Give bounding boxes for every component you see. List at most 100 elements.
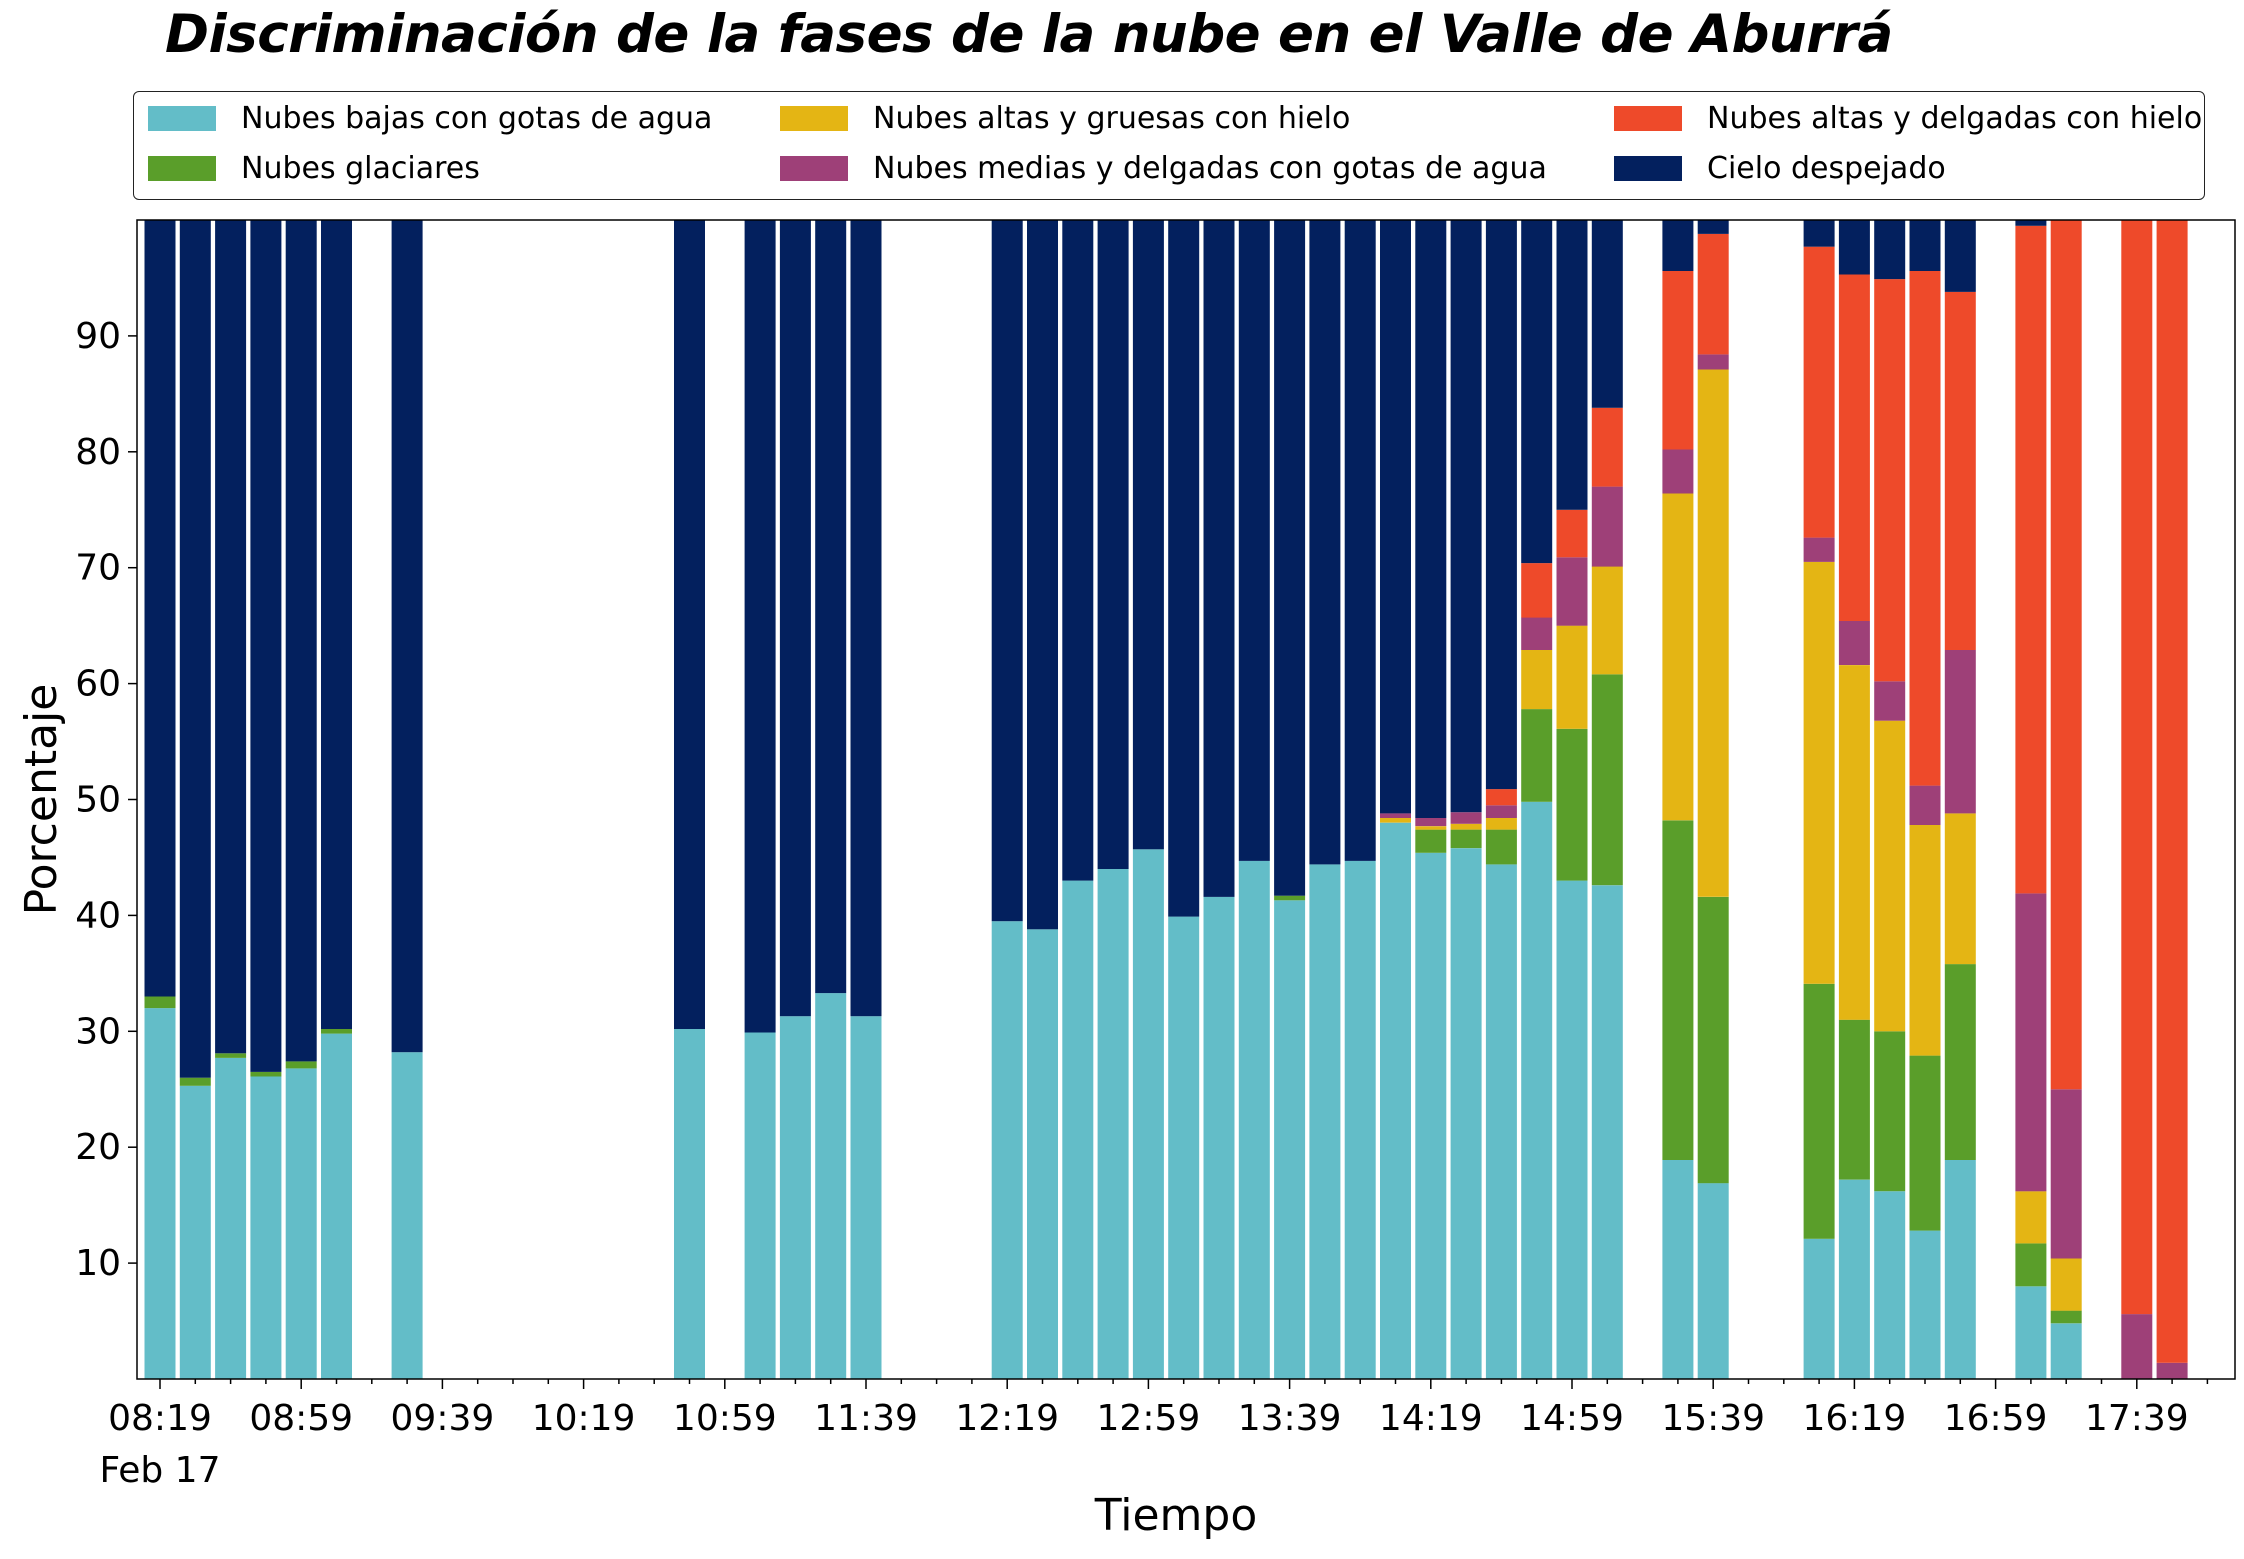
- bar-despejado-10:49: [674, 220, 705, 1029]
- bar-altasg-16:49: [1944, 813, 1976, 965]
- bar-bajas-08:19: [144, 1008, 176, 1379]
- bar-glaciares-17:19: [2050, 1310, 2082, 1324]
- bar-despejado-16:29: [1874, 220, 1906, 280]
- bar-bajas-17:09: [2015, 1286, 2047, 1379]
- bar-despejado-09:09: [321, 220, 352, 1029]
- bar-bajas-15:39: [1697, 1183, 1729, 1379]
- bars: [144, 220, 2188, 1379]
- bar-despejado-13:49: [1309, 220, 1341, 865]
- bar-despejado-17:09: [2015, 220, 2047, 226]
- bar-medias-15:09: [1591, 486, 1623, 567]
- bar-medias-15:39: [1697, 354, 1729, 370]
- bar-glaciares-08:59: [285, 1061, 317, 1069]
- bar-glaciares-15:39: [1697, 896, 1729, 1184]
- bar-bajas-14:29: [1450, 848, 1482, 1379]
- bar-altasg-15:39: [1697, 369, 1729, 897]
- chart-title: Discriminación de la fases de la nube en…: [165, 4, 1893, 65]
- x-tick-label-16:59: 16:59: [1944, 1398, 2048, 1439]
- bar-glaciares-08:29: [179, 1077, 211, 1086]
- legend-label-altasd: Nubes altas y delgadas con hielo: [1707, 100, 2203, 136]
- bar-bajas-16:39: [1909, 1230, 1941, 1379]
- legend-swatch-glaciares: [148, 155, 216, 181]
- legend-label-glaciares: Nubes glaciares: [241, 150, 480, 186]
- bar-medias-16:49: [1944, 650, 1976, 814]
- x-tick-label-10:59: 10:59: [673, 1398, 777, 1439]
- bar-altasg-14:09: [1380, 818, 1411, 823]
- bar-despejado-13:19: [1203, 220, 1235, 897]
- bar-bajas-14:59: [1556, 880, 1588, 1379]
- bar-glaciares-16:39: [1909, 1055, 1941, 1231]
- bar-despejado-14:39: [1485, 220, 1517, 790]
- bar-glaciares-15:09: [1591, 674, 1623, 886]
- bar-altasg-16:39: [1909, 825, 1941, 1056]
- bar-glaciares-16:09: [1803, 983, 1835, 1239]
- bar-altasd-14:49: [1521, 563, 1553, 618]
- x-tick-label-17:39: 17:39: [2085, 1398, 2189, 1439]
- bar-despejado-08:49: [250, 220, 282, 1072]
- bar-glaciares-14:39: [1485, 829, 1517, 865]
- bar-altasg-16:09: [1803, 561, 1835, 984]
- bar-bajas-13:49: [1309, 864, 1341, 1379]
- bar-bajas-13:39: [1274, 900, 1306, 1379]
- bar-glaciares-14:29: [1450, 829, 1482, 849]
- bar-altasg-14:39: [1485, 818, 1517, 830]
- legend-label-medias: Nubes medias y delgadas con gotas de agu…: [873, 150, 1547, 186]
- bar-despejado-11:09: [744, 220, 776, 1033]
- bar-altasg-15:09: [1591, 566, 1623, 675]
- bar-altasg-16:29: [1874, 720, 1906, 1032]
- legend-label-altasg: Nubes altas y gruesas con hielo: [873, 100, 1351, 136]
- y-tick-label-30: 30: [75, 1011, 121, 1052]
- legend-item-altasg: Nubes altas y gruesas con hielo: [780, 98, 1350, 138]
- x-axis-title: Tiempo: [1094, 1490, 1258, 1541]
- bar-despejado-09:29: [391, 220, 423, 1053]
- bar-bajas-14:19: [1415, 852, 1447, 1379]
- bar-medias-17:39: [2121, 1314, 2153, 1379]
- bar-altasd-17:39: [2121, 220, 2153, 1315]
- bar-bajas-12:19: [991, 921, 1023, 1379]
- bar-altasd-15:39: [1697, 233, 1729, 355]
- bar-bajas-16:09: [1803, 1238, 1835, 1379]
- bar-glaciares-08:39: [215, 1053, 247, 1058]
- legend-label-bajas: Nubes bajas con gotas de agua: [241, 100, 713, 136]
- x-tick-label-10:19: 10:19: [532, 1398, 636, 1439]
- legend-label-despejado: Cielo despejado: [1707, 150, 1946, 186]
- bar-medias-14:49: [1521, 617, 1553, 650]
- legend-item-medias: Nubes medias y delgadas con gotas de agu…: [780, 148, 1547, 188]
- legend-item-altasd: Nubes altas y delgadas con hielo: [1614, 98, 2202, 138]
- bar-altasg-14:49: [1521, 650, 1553, 710]
- bar-medias-16:29: [1874, 681, 1906, 721]
- bar-glaciares-13:39: [1274, 895, 1306, 901]
- x-tick-label-14:19: 14:19: [1379, 1398, 1483, 1439]
- bar-glaciares-17:09: [2015, 1243, 2047, 1287]
- bar-altasd-14:59: [1556, 509, 1588, 558]
- bar-despejado-13:09: [1168, 220, 1200, 917]
- x-tick-label-12:19: 12:19: [955, 1398, 1059, 1439]
- bar-bajas-12:29: [1027, 929, 1058, 1379]
- bar-bajas-13:09: [1168, 916, 1200, 1379]
- bar-bajas-16:19: [1838, 1179, 1870, 1379]
- bar-bajas-11:19: [779, 1016, 811, 1379]
- bar-altasd-16:39: [1909, 271, 1941, 786]
- x-tick-label-16:19: 16:19: [1803, 1398, 1907, 1439]
- bar-despejado-08:29: [179, 220, 211, 1078]
- bar-despejado-08:59: [285, 220, 317, 1062]
- bar-bajas-08:49: [250, 1076, 282, 1379]
- y-tick-label-80: 80: [75, 432, 121, 473]
- bar-despejado-14:59: [1556, 220, 1588, 510]
- bar-bajas-14:49: [1521, 801, 1553, 1379]
- bar-bajas-15:09: [1591, 885, 1623, 1379]
- bar-despejado-16:49: [1944, 220, 1976, 292]
- bar-despejado-12:49: [1097, 220, 1129, 869]
- x-tick-label-08:19: 08:19: [108, 1398, 212, 1439]
- bar-bajas-10:49: [674, 1029, 705, 1379]
- x-tick-label-09:39: 09:39: [391, 1398, 495, 1439]
- legend-swatch-bajas: [148, 105, 216, 131]
- bar-glaciares-09:09: [321, 1029, 352, 1034]
- bar-despejado-15:39: [1697, 220, 1729, 234]
- bar-altasd-16:49: [1944, 291, 1976, 650]
- x-tick-label-08:59: 08:59: [249, 1398, 353, 1439]
- bar-glaciares-16:49: [1944, 964, 1976, 1160]
- bar-bajas-09:29: [391, 1052, 423, 1379]
- legend-swatch-altasd: [1614, 105, 1682, 131]
- legend-swatch-despejado: [1614, 155, 1682, 181]
